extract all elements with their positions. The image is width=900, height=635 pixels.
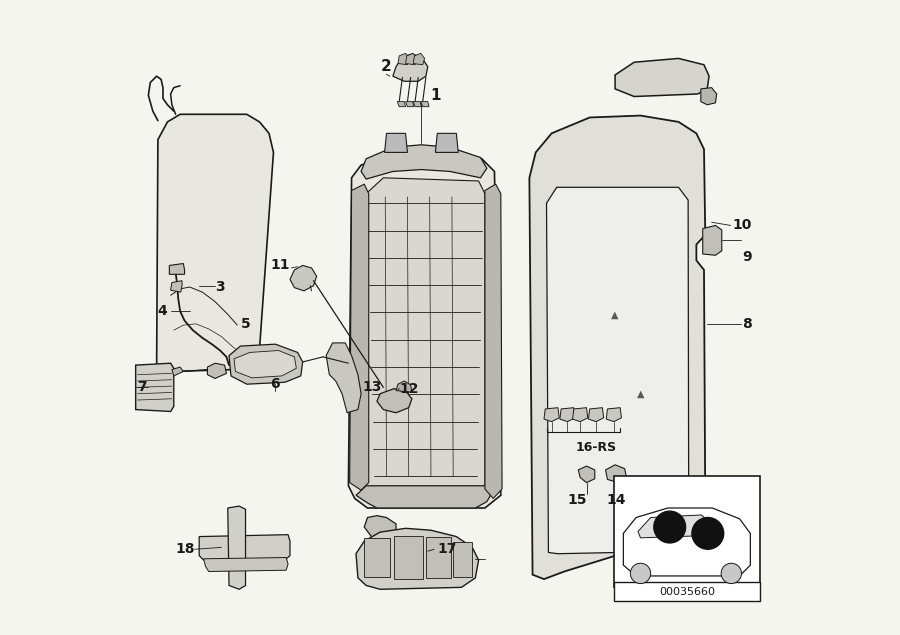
Polygon shape	[172, 367, 184, 376]
Polygon shape	[398, 53, 410, 65]
FancyBboxPatch shape	[614, 476, 760, 587]
Text: 16-RS: 16-RS	[575, 441, 616, 454]
Text: 18: 18	[176, 542, 194, 556]
Polygon shape	[589, 408, 604, 422]
Polygon shape	[436, 133, 458, 152]
Text: 12: 12	[400, 382, 419, 396]
Text: ▲: ▲	[611, 309, 619, 319]
Polygon shape	[529, 116, 706, 579]
Polygon shape	[199, 535, 290, 560]
Polygon shape	[485, 184, 502, 498]
Polygon shape	[406, 53, 417, 65]
Polygon shape	[607, 408, 621, 422]
Polygon shape	[426, 537, 451, 578]
Text: 9: 9	[742, 250, 752, 264]
Polygon shape	[701, 88, 716, 105]
Polygon shape	[229, 344, 302, 384]
Text: 8: 8	[742, 317, 752, 331]
Polygon shape	[350, 184, 369, 490]
Polygon shape	[377, 389, 412, 413]
Polygon shape	[228, 506, 246, 589]
Polygon shape	[361, 145, 487, 179]
Circle shape	[585, 123, 600, 138]
Text: 17: 17	[437, 542, 456, 556]
Text: 6: 6	[271, 377, 280, 391]
Polygon shape	[348, 152, 500, 508]
Polygon shape	[560, 408, 575, 422]
Polygon shape	[406, 102, 414, 107]
Text: 10: 10	[733, 218, 752, 232]
Text: 00035660: 00035660	[659, 587, 715, 597]
Polygon shape	[356, 528, 479, 589]
Polygon shape	[326, 343, 361, 413]
Polygon shape	[364, 178, 485, 502]
Polygon shape	[579, 466, 595, 483]
Polygon shape	[364, 516, 396, 543]
Text: 5: 5	[240, 317, 250, 331]
Polygon shape	[136, 363, 174, 411]
Polygon shape	[421, 102, 429, 107]
Circle shape	[688, 72, 704, 87]
Text: 4: 4	[158, 304, 167, 318]
Text: 11: 11	[271, 258, 290, 272]
Polygon shape	[396, 381, 412, 392]
Circle shape	[653, 511, 686, 543]
Circle shape	[721, 563, 742, 584]
Polygon shape	[290, 265, 317, 291]
Polygon shape	[454, 542, 473, 577]
Polygon shape	[544, 408, 559, 422]
Polygon shape	[203, 558, 288, 572]
Polygon shape	[572, 408, 588, 422]
Circle shape	[630, 563, 651, 584]
Circle shape	[633, 119, 648, 135]
FancyBboxPatch shape	[614, 582, 760, 601]
Polygon shape	[392, 54, 427, 81]
Text: 15: 15	[567, 493, 587, 507]
Text: 13: 13	[363, 380, 382, 394]
Circle shape	[676, 133, 691, 149]
Polygon shape	[703, 225, 722, 255]
Polygon shape	[397, 102, 406, 107]
Text: 1: 1	[431, 88, 441, 103]
Polygon shape	[364, 538, 390, 577]
Text: 2: 2	[381, 59, 392, 74]
Polygon shape	[157, 114, 274, 371]
Polygon shape	[234, 351, 296, 378]
Polygon shape	[356, 486, 491, 508]
Polygon shape	[624, 508, 751, 576]
Polygon shape	[606, 465, 626, 483]
Circle shape	[692, 518, 724, 549]
Polygon shape	[384, 133, 408, 152]
Polygon shape	[207, 363, 227, 378]
Polygon shape	[169, 264, 184, 274]
Polygon shape	[413, 53, 425, 65]
Polygon shape	[546, 187, 688, 554]
Text: 7: 7	[137, 380, 147, 394]
Text: 14: 14	[607, 493, 626, 507]
Polygon shape	[615, 58, 709, 97]
Polygon shape	[171, 281, 182, 292]
Text: ▲: ▲	[637, 389, 644, 399]
Polygon shape	[638, 515, 716, 538]
Text: 3: 3	[215, 280, 225, 294]
Polygon shape	[413, 102, 421, 107]
Polygon shape	[394, 536, 423, 579]
